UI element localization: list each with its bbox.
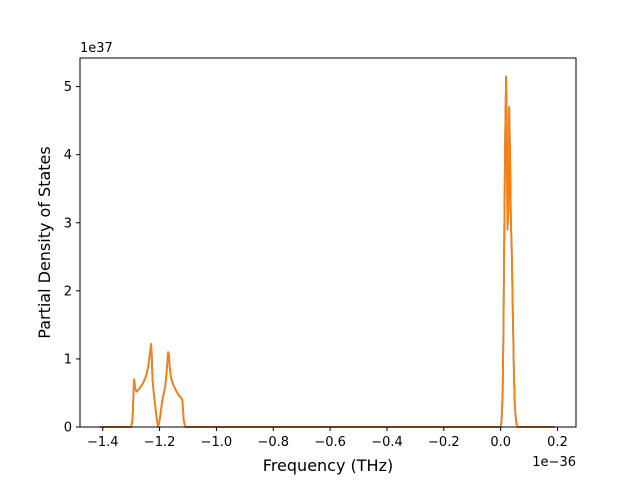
series-line-2 <box>99 75 555 428</box>
y-tick-label: 0 <box>64 421 72 436</box>
x-tick-label: 0.2 <box>547 435 568 450</box>
y-tick-label: 4 <box>64 148 72 163</box>
y-tick-label: 2 <box>64 284 72 299</box>
x-tick-label: −1.2 <box>144 435 176 450</box>
plot-frame <box>79 57 577 428</box>
x-tick-label: −1.0 <box>201 435 233 450</box>
y-offset-label: 1e37 <box>80 41 113 56</box>
x-tick-label: 0.0 <box>490 435 511 450</box>
x-axis-title: Frequency (THz) <box>263 456 393 475</box>
x-tick-label: −0.2 <box>428 435 460 450</box>
x-tick-label: −1.4 <box>87 435 119 450</box>
x-offset-label: 1e−36 <box>532 455 576 470</box>
x-tick-label: −0.6 <box>314 435 346 450</box>
x-axis: −1.4 −1.2 −1.0 −0.8 −0.6 −0.4 −0.2 0.0 0.2 <box>87 427 568 450</box>
x-tick-label: −0.8 <box>257 435 289 450</box>
y-tick-label: 3 <box>64 216 72 231</box>
series-layer <box>99 75 555 428</box>
y-tick-label: 1 <box>64 352 72 367</box>
y-axis-title: Partial Density of States <box>35 146 54 338</box>
y-tick-label: 5 <box>64 80 72 95</box>
y-axis: 0 1 2 3 4 5 <box>64 80 80 436</box>
x-tick-label: −0.4 <box>371 435 403 450</box>
